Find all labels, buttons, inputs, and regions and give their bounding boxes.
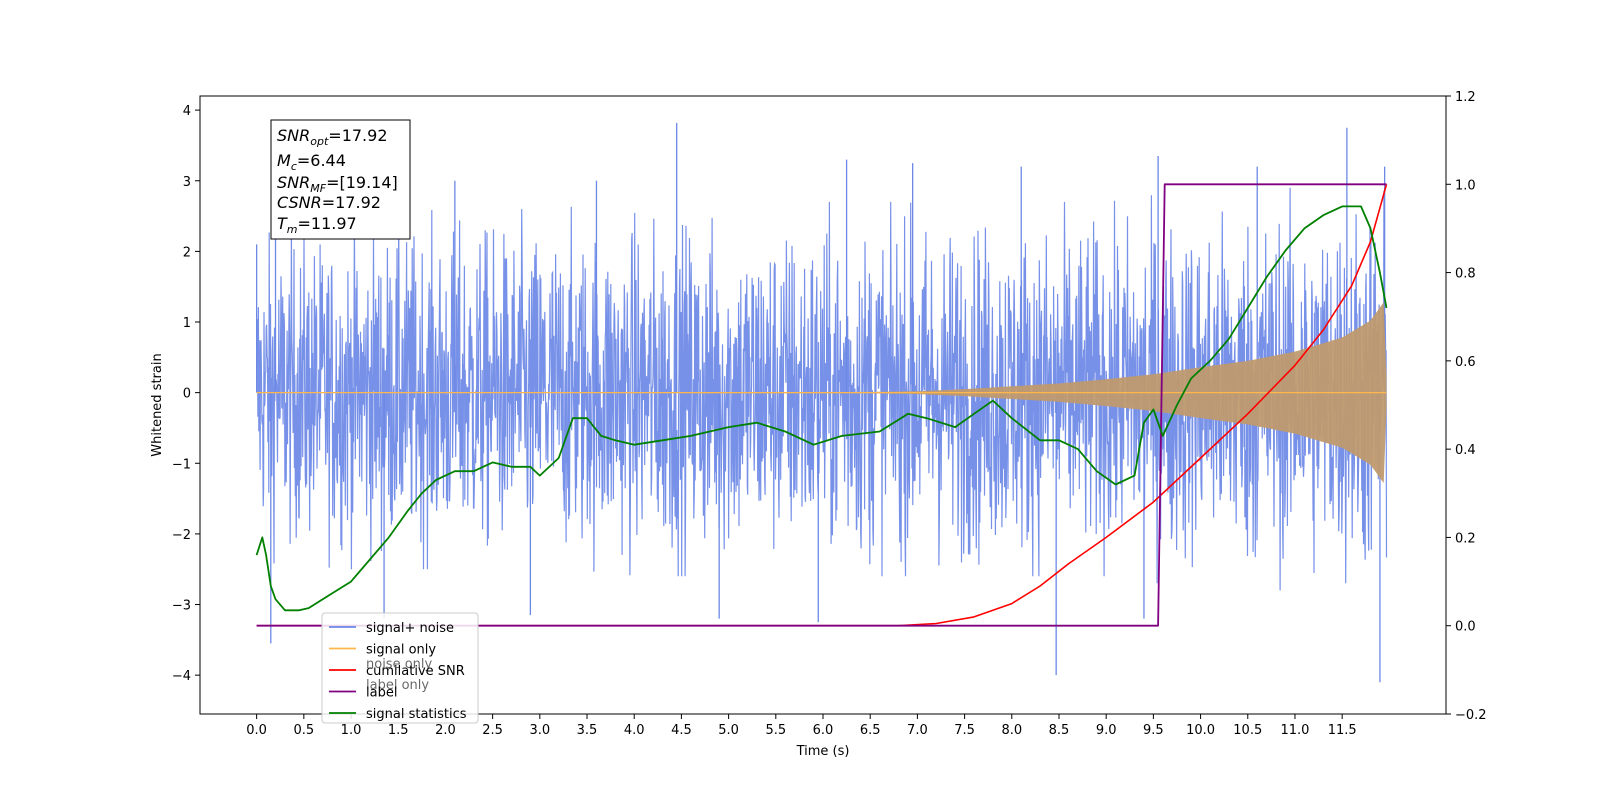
x-tick-label: 1.5 — [388, 723, 409, 738]
y2-tick-label: 1.2 — [1455, 90, 1476, 105]
x-tick-label: 9.5 — [1143, 723, 1164, 738]
x-tick-label: 2.0 — [435, 723, 456, 738]
info-box: SNRopt=17.92 Mc=6.44 SNRMF=[19.14] CSNR=… — [270, 119, 411, 240]
x-tick-label: 5.5 — [765, 723, 786, 738]
x-tick-label: 1.0 — [341, 723, 362, 738]
y-tick-label: 2 — [183, 245, 191, 260]
signal-statistics-line — [255, 205, 1388, 612]
x-tick-label: 3.0 — [529, 723, 550, 738]
y-tick-label: −2 — [172, 528, 191, 543]
x-axis: 0.0 0.5 1.0 1.5 2.0 2.5 3.0 3.5 4.0 4.5 5.0 5.5 6.0 6… — [246, 714, 1357, 738]
legend-ghost-label-only: label only — [366, 678, 429, 693]
plot-area — [199, 95, 1447, 715]
legend-label: label — [366, 686, 397, 701]
x-tick-label: 0.0 — [246, 723, 267, 738]
legend: noise only label only signal+ noise signa… — [321, 612, 479, 724]
y-tick-label: 3 — [183, 175, 191, 190]
info-mc: Mc=6.44 — [277, 151, 346, 173]
info-tm: Tm=11.97 — [277, 214, 357, 236]
x-tick-label: 7.5 — [954, 723, 975, 738]
cumulative-snr-line — [256, 184, 1388, 627]
x-tick-label: 3.5 — [577, 723, 598, 738]
y-tick-label: −1 — [172, 457, 191, 472]
x-tick-label: 10.5 — [1233, 723, 1262, 738]
right-axis-series — [255, 183, 1388, 627]
legend-label: signal+ noise — [366, 621, 454, 636]
y2-tick-label: 0.0 — [1455, 620, 1476, 635]
x-tick-label: 10.0 — [1186, 723, 1215, 738]
x-tick-label: 9.0 — [1096, 723, 1117, 738]
x-tick-label: 11.5 — [1328, 723, 1357, 738]
y2-tick-label: 0.4 — [1455, 443, 1476, 458]
y2-tick-label: 0.2 — [1455, 531, 1476, 546]
info-snr-opt: SNRopt=17.92 — [277, 126, 388, 148]
info-snr-mf: SNRMF=[19.14] — [277, 173, 398, 195]
y2-tick-label: −0.2 — [1455, 708, 1487, 723]
label-line — [256, 183, 1387, 627]
signal-plus-noise-line — [256, 187, 1388, 591]
y-tick-label: −3 — [172, 599, 191, 614]
y2-tick-label: 0.6 — [1455, 355, 1476, 370]
x-tick-label: 8.5 — [1049, 723, 1070, 738]
info-csnr: CSNR=17.92 — [277, 193, 381, 212]
y-tick-label: −4 — [172, 669, 191, 684]
legend-label: signal only — [366, 643, 436, 658]
signal-only-series — [256, 302, 1387, 484]
x-tick-label: 8.0 — [1001, 723, 1022, 738]
legend-label: signal statistics — [366, 707, 467, 722]
y2-tick-label: 1.0 — [1455, 178, 1476, 193]
x-tick-label: 5.0 — [718, 723, 739, 738]
legend-label: cumilative SNR — [366, 664, 465, 679]
x-tick-label: 6.5 — [860, 723, 881, 738]
x-tick-label: 2.5 — [482, 723, 503, 738]
x-tick-label: 11.0 — [1280, 723, 1309, 738]
x-axis-title: Time (s) — [796, 744, 850, 759]
x-tick-label: 0.5 — [293, 723, 314, 738]
y2-tick-label: 0.8 — [1455, 267, 1476, 282]
y-tick-label: 1 — [183, 316, 191, 331]
x-tick-label: 7.0 — [907, 723, 928, 738]
x-tick-label: 6.0 — [813, 723, 834, 738]
legend-ghost-noise-only: noise only — [366, 657, 433, 672]
y-tick-label: 4 — [183, 104, 191, 119]
x-tick-label: 4.5 — [671, 723, 692, 738]
y-tick-label: 0 — [183, 387, 191, 402]
signal-plus-noise-series — [255, 122, 1388, 683]
y-axis-title: Whitened strain — [150, 353, 165, 456]
y-axis-right: 1.2 1.0 0.8 0.6 0.4 0.2 0.0 −0.2 — [1446, 90, 1487, 723]
x-tick-label: 4.0 — [624, 723, 645, 738]
y-axis-left: 4 3 2 1 0 −1 −2 −3 −4 — [172, 104, 200, 684]
